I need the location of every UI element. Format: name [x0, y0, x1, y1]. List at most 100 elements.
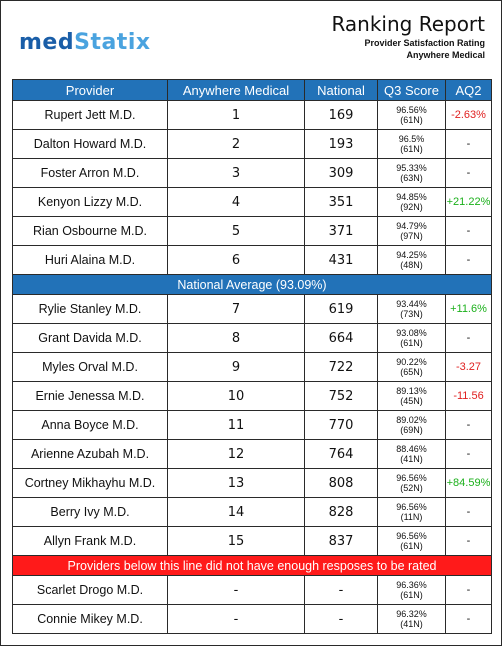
- q3-score: 95.33% (63N): [377, 158, 446, 188]
- provider-name: Anna Boyce M.D.: [12, 410, 168, 440]
- provider-name: Kenyon Lizzy M.D.: [12, 187, 168, 217]
- q3-score-responses: (65N): [400, 367, 423, 377]
- provider-name: Arienne Azubah M.D.: [12, 439, 168, 469]
- provider-name: Rian Osbourne M.D.: [12, 216, 168, 246]
- q3-score-percent: 94.25%: [396, 250, 427, 260]
- q3-score-percent: 89.13%: [396, 386, 427, 396]
- not-rated-divider: Providers below this line did not have e…: [12, 555, 492, 576]
- provider-name: Scarlet Drogo M.D.: [12, 575, 168, 605]
- aq2-change: -: [445, 323, 492, 353]
- national-rank: 752: [304, 381, 378, 411]
- anywhere-medical-rank: 4: [167, 187, 305, 217]
- q3-score-percent: 95.33%: [396, 163, 427, 173]
- anywhere-medical-rank: 12: [167, 439, 305, 469]
- aq2-change: +11.6%: [445, 294, 492, 324]
- q3-score: 89.02% (69N): [377, 410, 446, 440]
- table-row: Myles Orval M.D. 9 722 90.22% (65N) -3.27: [12, 352, 492, 382]
- table-row: Ernie Jenessa M.D. 10 752 89.13% (45N) -11.56: [12, 381, 492, 411]
- q3-score-responses: (97N): [400, 231, 423, 241]
- table-row: Connie Mikey M.D. - -96.32% (41N) -: [12, 604, 492, 634]
- q3-score: 96.32% (41N): [377, 604, 446, 634]
- national-rank: 619: [304, 294, 378, 324]
- q3-score-responses: (61N): [400, 590, 423, 600]
- anywhere-medical-rank: -: [167, 575, 305, 605]
- report-organization: Anywhere Medical: [406, 50, 485, 60]
- q3-score-percent: 90.22%: [396, 357, 427, 367]
- q3-score-percent: 89.02%: [396, 415, 427, 425]
- table-row: Rupert Jett M.D. 1 169 96.56% (61N) -2.63%: [12, 100, 492, 130]
- provider-name: Connie Mikey M.D.: [12, 604, 168, 634]
- q3-score-responses: (11N): [400, 512, 423, 522]
- national-rank: 808: [304, 468, 378, 498]
- q3-score-responses: (73N): [400, 309, 423, 319]
- q3-score-responses: (61N): [400, 338, 423, 348]
- ranking-table-body: Rupert Jett M.D. 1 169 96.56% (61N) -2.63% Dal…: [12, 100, 492, 634]
- q3-score-percent: 96.36%: [396, 580, 427, 590]
- q3-score: 96.5% (61N): [377, 129, 446, 159]
- provider-name: Huri Alaina M.D.: [12, 245, 168, 275]
- national-rank: 664: [304, 323, 378, 353]
- column-header-provider: Provider: [12, 79, 168, 101]
- provider-name: Grant Davida M.D.: [12, 323, 168, 353]
- q3-score-responses: (92N): [400, 202, 423, 212]
- q3-score-responses: (63N): [400, 173, 423, 183]
- q3-score: 96.56% (52N): [377, 468, 446, 498]
- not-rated-divider-label: Providers below this line did not have e…: [12, 555, 492, 576]
- aq2-change: -: [445, 604, 492, 634]
- national-rank: -: [304, 575, 378, 605]
- q3-score-percent: 96.56%: [396, 502, 427, 512]
- aq2-change: -: [445, 216, 492, 246]
- national-rank: 828: [304, 497, 378, 527]
- q3-score: 88.46% (41N): [377, 439, 446, 469]
- ranking-table: Provider Anywhere Medical National Q3 Sc…: [12, 79, 492, 634]
- national-rank: 351: [304, 187, 378, 217]
- aq2-change: -11.56: [445, 381, 492, 411]
- q3-score-percent: 94.85%: [396, 192, 427, 202]
- anywhere-medical-rank: 15: [167, 526, 305, 556]
- provider-name: Rylie Stanley M.D.: [12, 294, 168, 324]
- report-subtitle: Provider Satisfaction Rating: [364, 38, 485, 48]
- table-row: Kenyon Lizzy M.D. 4 351 94.85% (92N) +21.22%: [12, 187, 492, 217]
- aq2-change: -: [445, 497, 492, 527]
- aq2-change: -: [445, 575, 492, 605]
- anywhere-medical-rank: 7: [167, 294, 305, 324]
- q3-score: 94.79% (97N): [377, 216, 446, 246]
- aq2-change: -: [445, 129, 492, 159]
- q3-score-percent: 96.32%: [396, 609, 427, 619]
- q3-score-percent: 88.46%: [396, 444, 427, 454]
- table-row: Dalton Howard M.D. 2 193 96.5% (61N) -: [12, 129, 492, 159]
- aq2-change: -: [445, 245, 492, 275]
- provider-name: Myles Orval M.D.: [12, 352, 168, 382]
- national-rank: 431: [304, 245, 378, 275]
- table-row: Berry Ivy M.D. 14 828 96.56% (11N) -: [12, 497, 492, 527]
- q3-score: 96.56% (61N): [377, 526, 446, 556]
- q3-score-responses: (41N): [400, 619, 423, 629]
- aq2-change: -: [445, 439, 492, 469]
- q3-score-responses: (69N): [400, 425, 423, 435]
- anywhere-medical-rank: -: [167, 604, 305, 634]
- table-header-row: Provider Anywhere Medical National Q3 Sc…: [12, 79, 492, 101]
- q3-score-percent: 94.79%: [396, 221, 427, 231]
- q3-score: 93.08% (61N): [377, 323, 446, 353]
- anywhere-medical-rank: 9: [167, 352, 305, 382]
- aq2-change: +84.59%: [445, 468, 492, 498]
- anywhere-medical-rank: 11: [167, 410, 305, 440]
- aq2-change: -: [445, 158, 492, 188]
- table-row: Rylie Stanley M.D. 7 619 93.44% (73N) +11.6%: [12, 294, 492, 324]
- provider-name: Dalton Howard M.D.: [12, 129, 168, 159]
- q3-score-responses: (45N): [400, 396, 423, 406]
- q3-score-percent: 96.56%: [396, 473, 427, 483]
- q3-score: 96.36% (61N): [377, 575, 446, 605]
- anywhere-medical-rank: 5: [167, 216, 305, 246]
- medstatix-logo: medStatix: [19, 30, 151, 55]
- table-row: Rian Osbourne M.D. 5 371 94.79% (97N) -: [12, 216, 492, 246]
- q3-score-percent: 93.08%: [396, 328, 427, 338]
- national-average-divider: National Average (93.09%): [12, 274, 492, 295]
- anywhere-medical-rank: 3: [167, 158, 305, 188]
- national-rank: 169: [304, 100, 378, 130]
- table-row: Grant Davida M.D. 8 664 93.08% (61N) -: [12, 323, 492, 353]
- national-rank: 764: [304, 439, 378, 469]
- aq2-change: +21.22%: [445, 187, 492, 217]
- anywhere-medical-rank: 14: [167, 497, 305, 527]
